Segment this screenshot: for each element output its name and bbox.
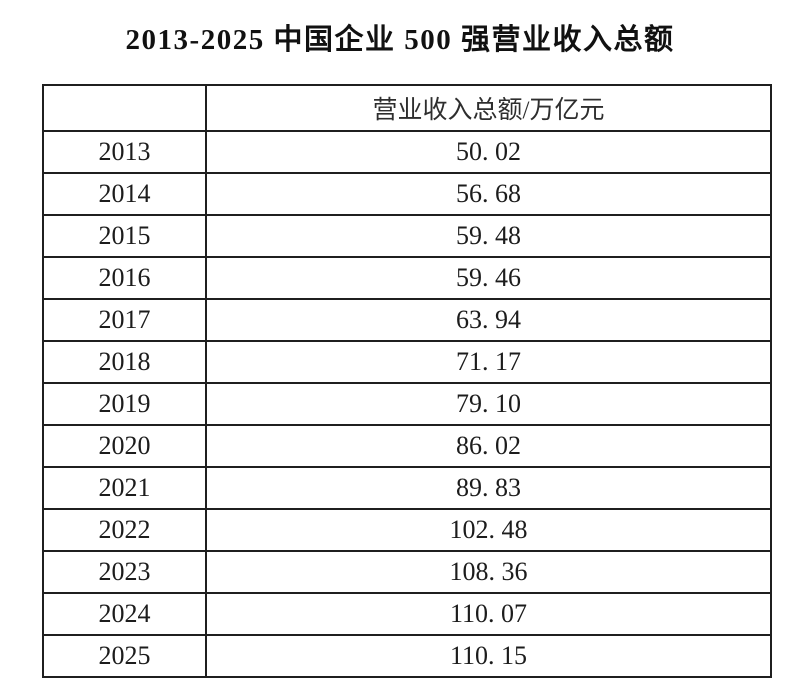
table-row: 2017 63. 94 bbox=[42, 298, 772, 342]
year-cell: 2018 bbox=[42, 340, 207, 384]
value-cell: 79. 10 bbox=[205, 382, 772, 426]
table-row: 2023 108. 36 bbox=[42, 550, 772, 594]
value-cell: 86. 02 bbox=[205, 424, 772, 468]
year-cell: 2016 bbox=[42, 256, 207, 300]
table-row: 2018 71. 17 bbox=[42, 340, 772, 384]
value-column-header: 营业收入总额/万亿元 bbox=[205, 84, 772, 132]
table-row: 2022 102. 48 bbox=[42, 508, 772, 552]
table-row: 2025 110. 15 bbox=[42, 634, 772, 678]
table-row: 2021 89. 83 bbox=[42, 466, 772, 510]
revenue-table: 营业收入总额/万亿元 2013 50. 02 2014 56. 68 2015 59. 4… bbox=[42, 84, 772, 678]
year-cell: 2017 bbox=[42, 298, 207, 342]
table-row: 2019 79. 10 bbox=[42, 382, 772, 426]
value-cell: 110. 15 bbox=[205, 634, 772, 678]
value-cell: 63. 94 bbox=[205, 298, 772, 342]
value-cell: 89. 83 bbox=[205, 466, 772, 510]
year-cell: 2013 bbox=[42, 130, 207, 174]
table-row: 2020 86. 02 bbox=[42, 424, 772, 468]
header-row: 营业收入总额/万亿元 bbox=[42, 84, 772, 132]
value-cell: 110. 07 bbox=[205, 592, 772, 636]
table-row: 2015 59. 48 bbox=[42, 214, 772, 258]
value-cell: 59. 48 bbox=[205, 214, 772, 258]
value-cell: 102. 48 bbox=[205, 508, 772, 552]
year-cell: 2021 bbox=[42, 466, 207, 510]
table-header: 营业收入总额/万亿元 bbox=[42, 84, 772, 132]
table-row: 2013 50. 02 bbox=[42, 130, 772, 174]
table-body: 2013 50. 02 2014 56. 68 2015 59. 48 2016 59. 46… bbox=[42, 130, 772, 678]
year-cell: 2025 bbox=[42, 634, 207, 678]
year-column-header bbox=[42, 84, 207, 132]
year-cell: 2019 bbox=[42, 382, 207, 426]
value-cell: 108. 36 bbox=[205, 550, 772, 594]
value-cell: 71. 17 bbox=[205, 340, 772, 384]
page-title: 2013-2025 中国企业 500 强营业收入总额 bbox=[125, 24, 675, 56]
table-row: 2024 110. 07 bbox=[42, 592, 772, 636]
value-cell: 59. 46 bbox=[205, 256, 772, 300]
table-row: 2016 59. 46 bbox=[42, 256, 772, 300]
year-cell: 2020 bbox=[42, 424, 207, 468]
year-cell: 2022 bbox=[42, 508, 207, 552]
year-cell: 2014 bbox=[42, 172, 207, 216]
table-row: 2014 56. 68 bbox=[42, 172, 772, 216]
year-cell: 2024 bbox=[42, 592, 207, 636]
value-cell: 56. 68 bbox=[205, 172, 772, 216]
value-cell: 50. 02 bbox=[205, 130, 772, 174]
year-cell: 2023 bbox=[42, 550, 207, 594]
year-cell: 2015 bbox=[42, 214, 207, 258]
